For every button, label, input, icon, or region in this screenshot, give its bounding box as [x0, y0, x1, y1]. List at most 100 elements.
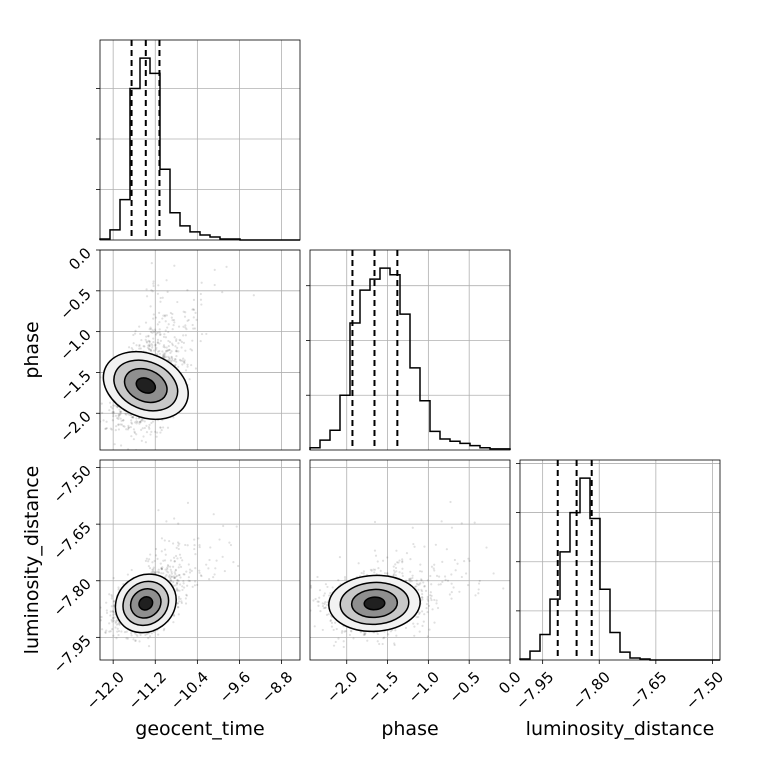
sample-point	[446, 579, 450, 582]
sample-point	[142, 345, 145, 348]
sample-point	[100, 615, 103, 619]
sample-point	[138, 343, 141, 347]
sample-point	[362, 633, 365, 637]
sample-point	[160, 566, 163, 570]
sample-point	[120, 423, 123, 426]
sample-point	[409, 570, 412, 573]
sample-point	[344, 578, 347, 581]
sample-point	[145, 557, 148, 560]
sample-point	[151, 331, 154, 334]
sample-point	[112, 604, 116, 607]
sample-point	[120, 410, 123, 413]
sample-point	[401, 567, 404, 570]
sample-point	[162, 355, 165, 359]
sample-point	[160, 572, 163, 575]
sample-point	[148, 348, 151, 351]
sample-point	[422, 581, 425, 584]
sample-point	[177, 597, 180, 600]
sample-point	[126, 448, 130, 450]
sample-point	[168, 356, 171, 360]
sample-point	[147, 344, 150, 347]
sample-point	[190, 363, 193, 367]
sample-point	[172, 565, 175, 568]
x-axis-title-phase: phase	[381, 718, 438, 740]
sample-point	[386, 572, 389, 575]
sample-point	[117, 428, 121, 431]
sample-point	[94, 614, 96, 616]
sample-point	[450, 582, 453, 585]
sample-point	[184, 311, 187, 314]
sample-point	[130, 346, 133, 350]
sample-point	[362, 572, 365, 575]
sample-point	[166, 349, 169, 352]
sample-point	[169, 576, 172, 579]
sample-point	[132, 333, 135, 337]
sample-point	[170, 572, 174, 575]
sample-point	[162, 345, 165, 348]
sample-point	[195, 318, 198, 321]
sample-point	[130, 419, 133, 422]
sample-point	[116, 416, 119, 420]
sample-point	[112, 634, 115, 637]
sample-point	[420, 578, 423, 581]
sample-point	[419, 582, 422, 585]
sample-point	[363, 633, 366, 636]
sample-point	[140, 338, 143, 342]
sample-point	[452, 586, 455, 589]
sample-point	[412, 542, 415, 546]
panel-frame	[99, 249, 301, 451]
sample-point	[159, 431, 162, 434]
sample-point	[316, 600, 319, 603]
sample-point	[152, 313, 155, 316]
sample-point	[184, 597, 187, 600]
sample-point	[126, 428, 130, 431]
sample-point	[421, 598, 424, 601]
sample-point	[177, 613, 180, 616]
sample-point	[182, 580, 185, 583]
sample-point	[213, 573, 216, 576]
sample-point	[465, 572, 468, 575]
sample-point	[188, 571, 192, 574]
sample-point	[168, 574, 171, 577]
sample-point	[317, 604, 320, 607]
panel-frame	[99, 39, 301, 241]
sample-point	[420, 596, 424, 599]
sample-point	[179, 209, 181, 211]
x-tick-label: −9.6	[216, 668, 254, 706]
sample-point	[176, 541, 180, 544]
scatter-panel-geocent_time-luminosity_distance	[94, 459, 301, 661]
sample-point	[162, 572, 165, 575]
sample-point	[159, 300, 162, 303]
sample-point	[213, 283, 216, 287]
sample-point	[152, 331, 155, 334]
sample-point	[161, 350, 164, 353]
sample-point	[155, 435, 158, 438]
hist-panel-geocent_time	[96, 39, 301, 241]
sample-point	[408, 578, 411, 582]
sample-point	[177, 566, 180, 569]
sample-point	[179, 339, 182, 342]
y-tick-label: 0.0	[65, 244, 95, 274]
sample-point	[171, 357, 174, 360]
sample-point	[177, 350, 180, 353]
sample-point	[148, 635, 152, 638]
sample-point	[417, 583, 420, 586]
sample-point	[362, 570, 366, 573]
sample-point	[111, 610, 114, 613]
sample-point	[434, 543, 437, 546]
sample-point	[185, 593, 188, 596]
sample-point	[183, 360, 186, 364]
sample-point	[381, 642, 384, 646]
sample-point	[117, 423, 120, 427]
sample-point	[436, 606, 440, 610]
sample-point	[110, 428, 113, 431]
sample-point	[140, 439, 143, 442]
sample-point	[166, 326, 169, 329]
sample-point	[117, 413, 121, 416]
x-tick-label: −1.0	[405, 668, 443, 706]
sample-point	[177, 365, 180, 368]
sample-point	[139, 347, 142, 350]
sample-point	[113, 600, 116, 603]
sample-point	[112, 610, 115, 613]
sample-point	[125, 637, 128, 640]
